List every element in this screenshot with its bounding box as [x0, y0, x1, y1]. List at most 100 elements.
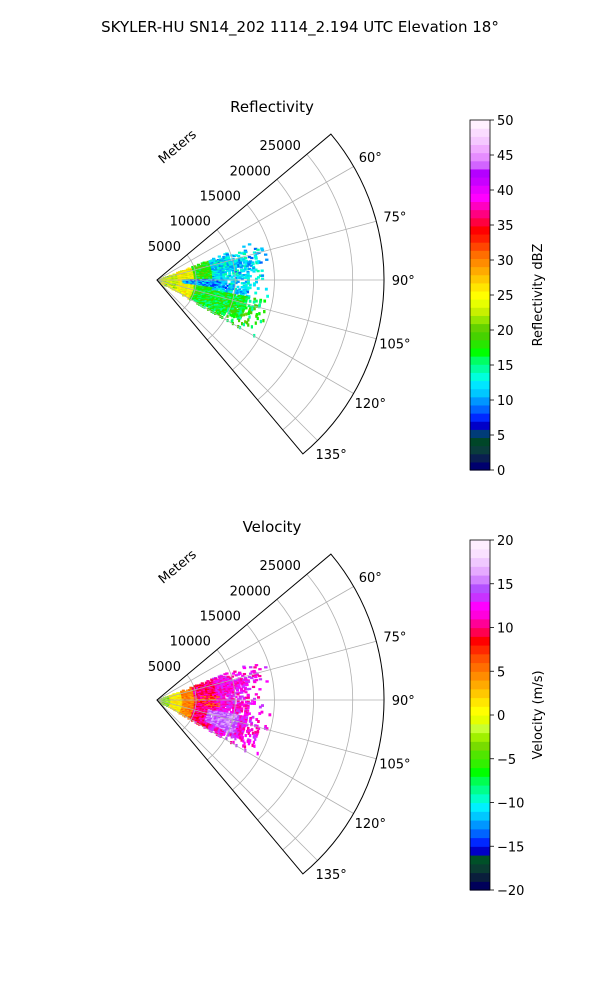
colorbar-tick-label: −5: [497, 753, 516, 768]
radar-gate: [240, 268, 244, 272]
radar-gate: [252, 669, 256, 673]
radar-gate: [244, 273, 248, 277]
colorbar-band: [470, 315, 490, 325]
radar-gate: [242, 261, 247, 264]
radar-gate: [224, 286, 228, 290]
radar-gate: [209, 288, 213, 291]
colorbar-band: [470, 846, 490, 856]
radar-gate: [229, 733, 232, 737]
radar-gate: [234, 695, 238, 699]
radar-gate: [250, 676, 254, 680]
radar-gate: [241, 674, 245, 678]
radar-gate: [254, 664, 259, 667]
radar-gate: [226, 314, 229, 318]
colorbar-tick-label: 50: [497, 114, 514, 129]
radar-gate: [238, 261, 242, 264]
radar-gate: [246, 286, 250, 290]
radar-gate: [212, 687, 217, 690]
radar-gate: [238, 259, 242, 263]
colorbar-tick-label: 5: [497, 665, 505, 680]
radar-gate: [227, 290, 231, 294]
radar-gate: [211, 270, 215, 273]
radar-gate: [232, 698, 236, 701]
radar-gate: [240, 259, 244, 262]
radar-gate: [261, 704, 264, 707]
velocity-azimuth-labels: 60° 75° 90° 105° 120° 135°: [315, 571, 414, 883]
radar-gate: [244, 268, 248, 271]
radar-gate: [238, 695, 242, 698]
colorbar-band: [470, 636, 490, 646]
radar-gate: [229, 689, 233, 692]
radar-gate: [255, 734, 258, 738]
radar-gate: [227, 311, 231, 315]
radar-gate: [195, 276, 199, 279]
radar-gate: [243, 265, 247, 268]
radar-gate: [229, 677, 233, 680]
colorbar-band: [470, 185, 490, 194]
radar-gate: [235, 314, 238, 318]
radar-gate: [238, 701, 242, 705]
colorbar-band: [470, 307, 490, 316]
radar-gate: [236, 259, 240, 262]
radar-gate: [255, 718, 259, 722]
radar-gate: [228, 288, 231, 291]
radar-gate: [242, 258, 246, 262]
radar-gate: [220, 312, 224, 315]
radar-gate: [244, 280, 248, 284]
radar-gate: [236, 275, 240, 278]
radar-gate: [228, 708, 231, 711]
radar-gate: [237, 265, 241, 268]
radar-gate: [244, 284, 248, 288]
colorbar-band: [470, 872, 490, 882]
radar-gate: [201, 708, 205, 712]
radar-gate: [234, 704, 238, 707]
radar-gate: [244, 275, 248, 278]
radar-gate: [235, 291, 239, 295]
radar-gate: [236, 285, 240, 289]
radar-gate: [223, 712, 227, 715]
colorbar-band: [470, 136, 490, 146]
colorbar-tick-label: 15: [497, 359, 514, 374]
radar-gate: [252, 702, 256, 705]
radar-gate: [237, 251, 242, 254]
radar-gate: [199, 721, 202, 724]
radar-gate: [246, 282, 250, 285]
radar-gate: [231, 688, 235, 692]
velocity-field: [159, 664, 272, 756]
azimuth-gridline: [156, 699, 377, 760]
radar-gate: [227, 260, 232, 263]
radar-gate: [258, 312, 261, 316]
radar-gate: [250, 325, 254, 329]
colorbar-band: [470, 388, 490, 398]
radar-gate: [254, 280, 259, 284]
radar-gate: [249, 261, 253, 264]
radar-gate: [239, 258, 244, 261]
azimuth-gridline: [156, 699, 354, 814]
radar-gate: [250, 728, 254, 732]
colorbar-band: [470, 680, 490, 690]
radar-gate: [260, 710, 264, 714]
colorbar-band: [470, 445, 490, 455]
radar-gate: [238, 681, 242, 684]
radar-gate: [245, 683, 249, 687]
azimuth-tick-label: 75°: [383, 630, 406, 645]
range-tick-label: 5000: [148, 660, 181, 675]
radar-gate: [229, 313, 232, 317]
colorbar-band: [470, 396, 490, 406]
radar-gate: [224, 683, 228, 686]
radar-gate: [243, 249, 248, 252]
colorbar-band: [470, 331, 490, 341]
radar-gate: [211, 705, 215, 708]
radar-gate: [242, 744, 245, 748]
radar-gate: [228, 706, 232, 709]
radar-gate: [246, 680, 251, 683]
colorbar-band: [470, 732, 490, 742]
radar-gate: [237, 677, 241, 680]
colorbar-band: [470, 706, 490, 716]
radar-gate: [229, 269, 233, 272]
radar-gate: [239, 263, 243, 266]
radar-gate: [232, 285, 236, 288]
radar-gate: [230, 276, 234, 279]
colorbar-tick-label: 40: [497, 184, 514, 199]
radar-gate: [224, 701, 228, 704]
